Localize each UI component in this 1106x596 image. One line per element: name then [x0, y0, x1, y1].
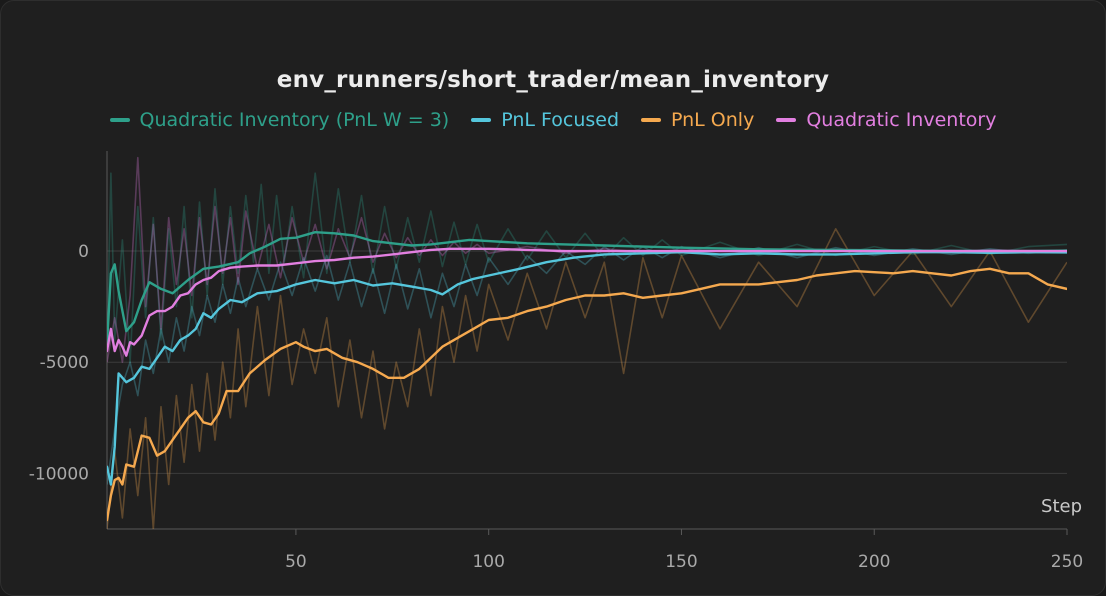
legend-item-quadratic-inventory-pnl-w3[interactable]: Quadratic Inventory (PnL W = 3) — [109, 109, 450, 131]
x-tick-label: 100 — [472, 552, 504, 572]
x-tick-label: 150 — [665, 552, 697, 572]
y-tick-label: -5000 — [40, 353, 89, 373]
series-line — [107, 247, 1067, 357]
y-tick-label: -10000 — [29, 464, 89, 484]
legend-item-pnl-only[interactable]: PnL Only — [641, 109, 754, 131]
chart-legend: Quadratic Inventory (PnL W = 3) PnL Focu… — [1, 109, 1105, 131]
series-line — [107, 251, 1067, 486]
legend-swatch — [109, 118, 130, 122]
legend-label: Quadratic Inventory (PnL W = 3) — [139, 109, 450, 131]
y-tick-label: 0 — [78, 242, 89, 262]
legend-label: PnL Only — [671, 109, 755, 131]
legend-item-quadratic-inventory[interactable]: Quadratic Inventory — [776, 109, 996, 131]
series-line — [107, 231, 1067, 346]
series-raw-line — [107, 156, 1067, 363]
chart-title: env_runners/short_trader/mean_inventory — [276, 67, 830, 93]
x-tick-label: 50 — [285, 552, 307, 572]
series-raw-line — [107, 228, 1067, 529]
x-tick-label: 200 — [858, 552, 890, 572]
x-tick-label: 250 — [1051, 552, 1083, 572]
legend-label: PnL Focused — [501, 109, 620, 131]
legend-label: Quadratic Inventory — [806, 109, 997, 131]
legend-item-pnl-focused[interactable]: PnL Focused — [471, 109, 619, 131]
legend-swatch — [641, 118, 662, 122]
legend-swatch — [776, 118, 797, 122]
series-raw-line — [107, 172, 1067, 363]
series-line — [107, 267, 1067, 522]
legend-swatch — [471, 118, 492, 122]
x-axis-label: Step — [1041, 496, 1082, 517]
